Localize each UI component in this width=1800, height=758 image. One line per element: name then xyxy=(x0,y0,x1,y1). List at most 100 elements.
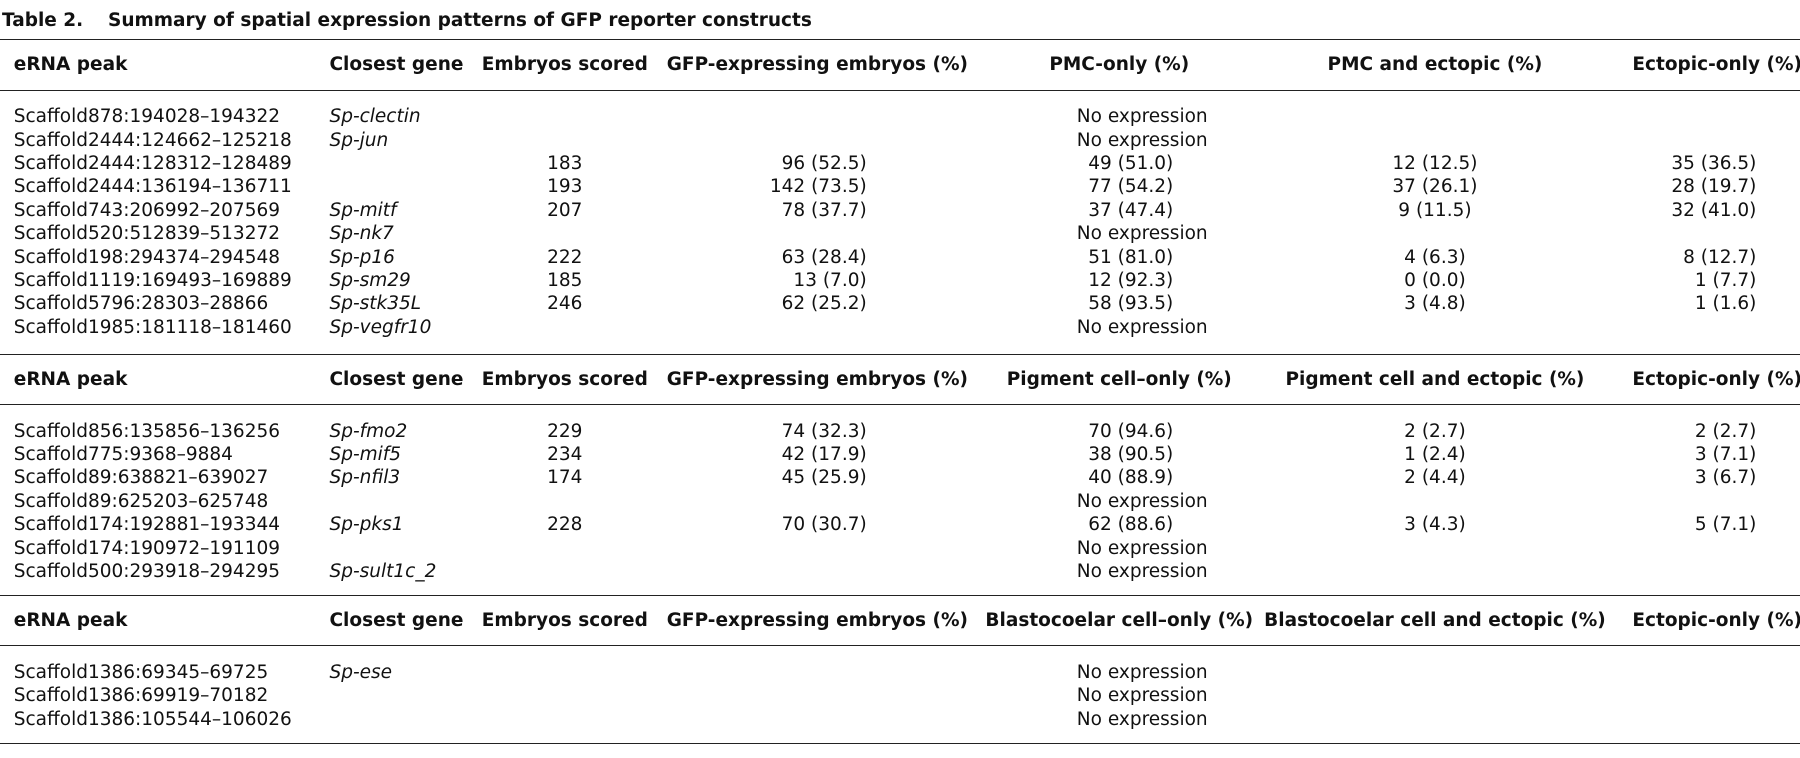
column-header: Blastocoelar cell and ectopic (%) xyxy=(1264,610,1606,632)
erna-peak: Scaffold174:192881–193344 xyxy=(13,514,281,536)
rule xyxy=(0,39,1800,41)
erna-peak: Scaffold1386:69345–69725 xyxy=(13,661,269,683)
rule xyxy=(0,353,1800,355)
closest-gene: Sp-pks1 xyxy=(329,514,404,536)
cell-value: 3 (4.3) xyxy=(1404,514,1466,536)
cell-value: 45 (25.9) xyxy=(781,467,867,489)
cell-value: 222 xyxy=(547,246,583,268)
cell-value: 38 (90.5) xyxy=(1088,444,1174,466)
column-header: eRNA peak xyxy=(13,368,128,390)
table-label: Table 2. xyxy=(2,10,84,31)
no-expression: No expression xyxy=(1076,223,1208,245)
closest-gene: Sp-sult1c_2 xyxy=(329,561,437,583)
cell-value: 12 (92.3) xyxy=(1088,270,1174,292)
column-header: PMC-only (%) xyxy=(1049,54,1190,76)
column-header: eRNA peak xyxy=(13,54,128,76)
cell-value: 13 (7.0) xyxy=(793,270,867,292)
cell-value: 12 (12.5) xyxy=(1392,152,1478,174)
column-header: GFP-expressing embryos (%) xyxy=(666,368,968,390)
column-header: Closest gene xyxy=(329,610,464,632)
cell-value: 3 (4.8) xyxy=(1404,293,1466,315)
cell-value: 28 (19.7) xyxy=(1671,176,1757,198)
cell-value: 40 (88.9) xyxy=(1088,467,1174,489)
cell-value: 49 (51.0) xyxy=(1088,152,1174,174)
cell-value: 51 (81.0) xyxy=(1088,246,1174,268)
rule xyxy=(0,742,1800,744)
cell-value: 35 (36.5) xyxy=(1671,152,1757,174)
column-header: Ectopic-only (%) xyxy=(1632,54,1800,76)
erna-peak: Scaffold5796:28303–28866 xyxy=(13,293,269,315)
cell-value: 183 xyxy=(547,152,583,174)
cell-value: 37 (47.4) xyxy=(1088,199,1174,221)
closest-gene: Sp-stk35L xyxy=(329,293,422,315)
column-header: Embryos scored xyxy=(481,610,648,632)
no-expression: No expression xyxy=(1076,106,1208,128)
cell-value: 62 (25.2) xyxy=(781,293,867,315)
cell-value: 0 (0.0) xyxy=(1404,270,1466,292)
no-expression: No expression xyxy=(1076,316,1208,338)
column-header: Closest gene xyxy=(329,368,464,390)
erna-peak: Scaffold743:206992–207569 xyxy=(13,199,281,221)
cell-value: 37 (26.1) xyxy=(1392,176,1478,198)
closest-gene: Sp-nk7 xyxy=(329,223,394,245)
table-title: Summary of spatial expression patterns o… xyxy=(108,10,812,31)
cell-value: 8 (12.7) xyxy=(1683,246,1757,268)
cell-value: 142 (73.5) xyxy=(769,176,867,198)
column-header: Pigment cell–only (%) xyxy=(1006,368,1232,390)
erna-peak: Scaffold174:190972–191109 xyxy=(13,537,281,559)
cell-value: 70 (94.6) xyxy=(1088,420,1174,442)
closest-gene: Sp-fmo2 xyxy=(329,420,408,442)
column-header: GFP-expressing embryos (%) xyxy=(666,54,968,76)
cell-value: 77 (54.2) xyxy=(1088,176,1174,198)
erna-peak: Scaffold89:638821–639027 xyxy=(13,467,269,489)
column-header: Closest gene xyxy=(329,54,464,76)
cell-value: 2 (2.7) xyxy=(1694,420,1757,442)
no-expression: No expression xyxy=(1076,708,1208,730)
erna-peak: Scaffold1119:169493–169889 xyxy=(13,270,292,292)
erna-peak: Scaffold198:294374–294548 xyxy=(13,246,281,268)
cell-value: 74 (32.3) xyxy=(781,420,867,442)
closest-gene: Sp-sm29 xyxy=(329,270,411,292)
cell-value: 3 (6.7) xyxy=(1694,467,1757,489)
column-header: Ectopic-only (%) xyxy=(1632,368,1800,390)
no-expression: No expression xyxy=(1076,537,1208,559)
cell-value: 207 xyxy=(547,199,583,221)
cell-value: 174 xyxy=(547,467,583,489)
column-header: PMC and ectopic (%) xyxy=(1327,54,1543,76)
column-header: Embryos scored xyxy=(481,368,648,390)
cell-value: 58 (93.5) xyxy=(1088,293,1174,315)
column-header: Ectopic-only (%) xyxy=(1632,610,1800,632)
closest-gene: Sp-ese xyxy=(329,661,393,683)
closest-gene: Sp-jun xyxy=(329,129,389,151)
erna-peak: Scaffold2444:128312–128489 xyxy=(13,152,292,174)
cell-value: 2 (4.4) xyxy=(1404,467,1466,489)
erna-peak: Scaffold1386:69919–70182 xyxy=(13,685,269,707)
closest-gene: Sp-mitf xyxy=(329,199,397,221)
cell-value: 234 xyxy=(547,444,583,466)
erna-peak: Scaffold1985:181118–181460 xyxy=(13,316,292,338)
column-header: Blastocoelar cell–only (%) xyxy=(985,610,1254,632)
no-expression: No expression xyxy=(1076,661,1208,683)
rule xyxy=(0,89,1800,91)
rule xyxy=(0,404,1800,406)
erna-peak: Scaffold856:135856–136256 xyxy=(13,420,281,442)
erna-peak: Scaffold1386:105544–106026 xyxy=(13,708,292,730)
rule xyxy=(0,645,1800,647)
cell-value: 246 xyxy=(547,293,583,315)
closest-gene: Sp-vegfr10 xyxy=(329,316,432,338)
no-expression: No expression xyxy=(1076,685,1208,707)
erna-peak: Scaffold89:625203–625748 xyxy=(13,490,269,512)
closest-gene: Sp-nfil3 xyxy=(329,467,401,489)
rule xyxy=(0,594,1800,596)
cell-value: 78 (37.7) xyxy=(781,199,867,221)
column-header: eRNA peak xyxy=(13,610,128,632)
cell-value: 2 (2.7) xyxy=(1404,420,1466,442)
erna-peak: Scaffold878:194028–194322 xyxy=(13,106,281,128)
cell-value: 185 xyxy=(547,270,583,292)
closest-gene: Sp-mif5 xyxy=(329,444,402,466)
erna-peak: Scaffold2444:136194–136711 xyxy=(13,176,292,198)
cell-value: 1 (7.7) xyxy=(1694,270,1757,292)
cell-value: 1 (2.4) xyxy=(1404,444,1466,466)
cell-value: 229 xyxy=(547,420,583,442)
cell-value: 9 (11.5) xyxy=(1398,199,1472,221)
